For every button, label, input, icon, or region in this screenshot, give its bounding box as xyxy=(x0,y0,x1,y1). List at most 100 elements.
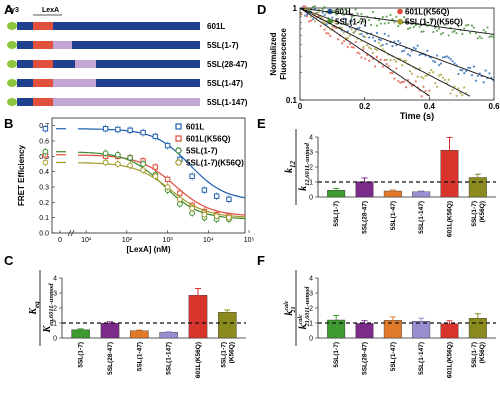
category-label: 601L(K56Q) xyxy=(195,342,202,378)
data-point xyxy=(114,161,121,167)
trace-point xyxy=(317,14,320,17)
trace-point xyxy=(354,8,357,11)
construct-label: 5SL(1-147) xyxy=(207,98,248,107)
category-label-line: 5SL(1-147) xyxy=(418,342,425,375)
y-tick-label: 1 xyxy=(293,4,298,13)
y-tick-label: 3 xyxy=(53,291,57,298)
trace-point xyxy=(344,17,348,21)
keq-bar-chart: 0 1 2 3 4 5SL(1-7) 5SL(28-47) 5SL(1-47) 5SL(1-14… xyxy=(28,270,246,378)
trace-point xyxy=(364,20,367,23)
k21-bar-chart: 0 1 2 3 4 5SL(1-7) 5SL(28-47) 5SL(1-47) 5SL(1-14… xyxy=(284,270,496,378)
x-tick-label: 0 xyxy=(58,237,62,244)
panel-letter-c: C xyxy=(4,253,14,268)
data-point xyxy=(127,127,133,133)
data-point xyxy=(176,196,183,203)
trace-point xyxy=(356,51,359,54)
dye-label: Cy3 xyxy=(6,7,19,14)
category-label-line: (K56Q) xyxy=(228,342,235,363)
y-tick-label: 0.4 xyxy=(39,169,49,176)
bar xyxy=(100,323,120,339)
legend-marker xyxy=(175,159,182,166)
y-label-sub: 12 xyxy=(289,161,297,169)
trace-point xyxy=(342,17,346,20)
trace-point xyxy=(371,36,375,39)
trace-point xyxy=(397,39,400,43)
trace-point xyxy=(375,49,379,52)
trace-point xyxy=(449,58,452,61)
trace-point xyxy=(480,37,483,40)
trace-point xyxy=(393,77,396,80)
trace-point xyxy=(395,44,398,47)
x-tick-label: 10⁴ xyxy=(203,237,214,244)
category-label-line: 5SL(28-47) xyxy=(362,342,369,375)
y-tick-label: 3 xyxy=(309,150,313,157)
trace-point xyxy=(383,58,386,62)
category-label-line: 5SL(1-47) xyxy=(390,342,397,371)
trace-point xyxy=(377,41,380,44)
category-label-line: 601L(K56Q) xyxy=(447,342,454,378)
category-label: 5SL(1-47) xyxy=(390,201,397,230)
trace-point xyxy=(437,63,441,67)
category-label-line: 5SL(1-7) xyxy=(333,342,340,368)
trace-point xyxy=(422,30,425,33)
legend-label: 601L(K56Q) xyxy=(186,135,231,144)
data-point xyxy=(189,173,195,179)
trace-point xyxy=(385,62,388,66)
trace-point xyxy=(306,15,309,18)
trace-point xyxy=(375,55,379,58)
dna-601 xyxy=(17,60,200,68)
trace-point xyxy=(476,74,479,78)
trace-point xyxy=(430,69,433,72)
trace-point xyxy=(321,21,324,24)
construct-row: 601L xyxy=(7,22,225,31)
trace-point xyxy=(306,6,309,9)
trace-point xyxy=(383,22,386,25)
dna-601 xyxy=(17,41,200,49)
legend-label: 601L xyxy=(335,8,353,17)
dna-5s-insert xyxy=(40,98,200,106)
data-point xyxy=(127,162,134,169)
category-label-line: 5SL(28-47) xyxy=(107,342,114,375)
legend-label: 5SL(1-7) xyxy=(335,18,367,27)
trace-point xyxy=(340,42,344,45)
legend-marker xyxy=(397,18,403,25)
fluorescence-decay-chart: 0.1 1 0 0.2 0.4 0.6 Time (s) Normalized Fluoresc… xyxy=(269,4,500,121)
trace-point xyxy=(451,88,454,92)
trace-point xyxy=(371,10,375,14)
trace-point xyxy=(337,8,340,11)
trace-point xyxy=(323,28,326,31)
y-label-denominator: k12,601L-unmod xyxy=(298,142,311,191)
y-tick-label: 3 xyxy=(309,291,313,298)
category-label: 5SL(1-7) xyxy=(78,342,85,368)
trace-point xyxy=(443,55,446,59)
trace-point xyxy=(422,85,425,88)
trace-point xyxy=(426,49,429,52)
trace-point xyxy=(457,87,460,90)
category-label: 5SL(28-47) xyxy=(362,201,369,234)
trace-point xyxy=(346,10,349,13)
trace-point xyxy=(420,95,423,98)
y-label-denominator: Keq,601L-unmod xyxy=(42,283,55,334)
trace-point xyxy=(333,9,336,12)
legend-marker xyxy=(397,8,403,15)
panel-letter-a: A xyxy=(4,2,14,17)
trace-point xyxy=(370,47,373,50)
trace-point xyxy=(364,57,367,60)
trace-point xyxy=(397,80,400,83)
data-point xyxy=(152,173,159,180)
trace-point xyxy=(474,32,477,35)
data-point xyxy=(164,142,171,149)
series-3: 5SL(1-7)(K56Q) xyxy=(299,6,471,97)
trace-point xyxy=(309,19,313,22)
y-axis-label: Normalized Fluorescence xyxy=(269,28,288,80)
trace-point xyxy=(327,17,330,20)
trace-point xyxy=(451,60,454,63)
trace-point xyxy=(375,31,379,34)
trace-point xyxy=(420,76,423,79)
category-label: 5SL(28-47) xyxy=(107,342,114,375)
data-point xyxy=(42,148,49,155)
trace-point xyxy=(410,72,413,75)
lexa-site xyxy=(33,60,53,68)
